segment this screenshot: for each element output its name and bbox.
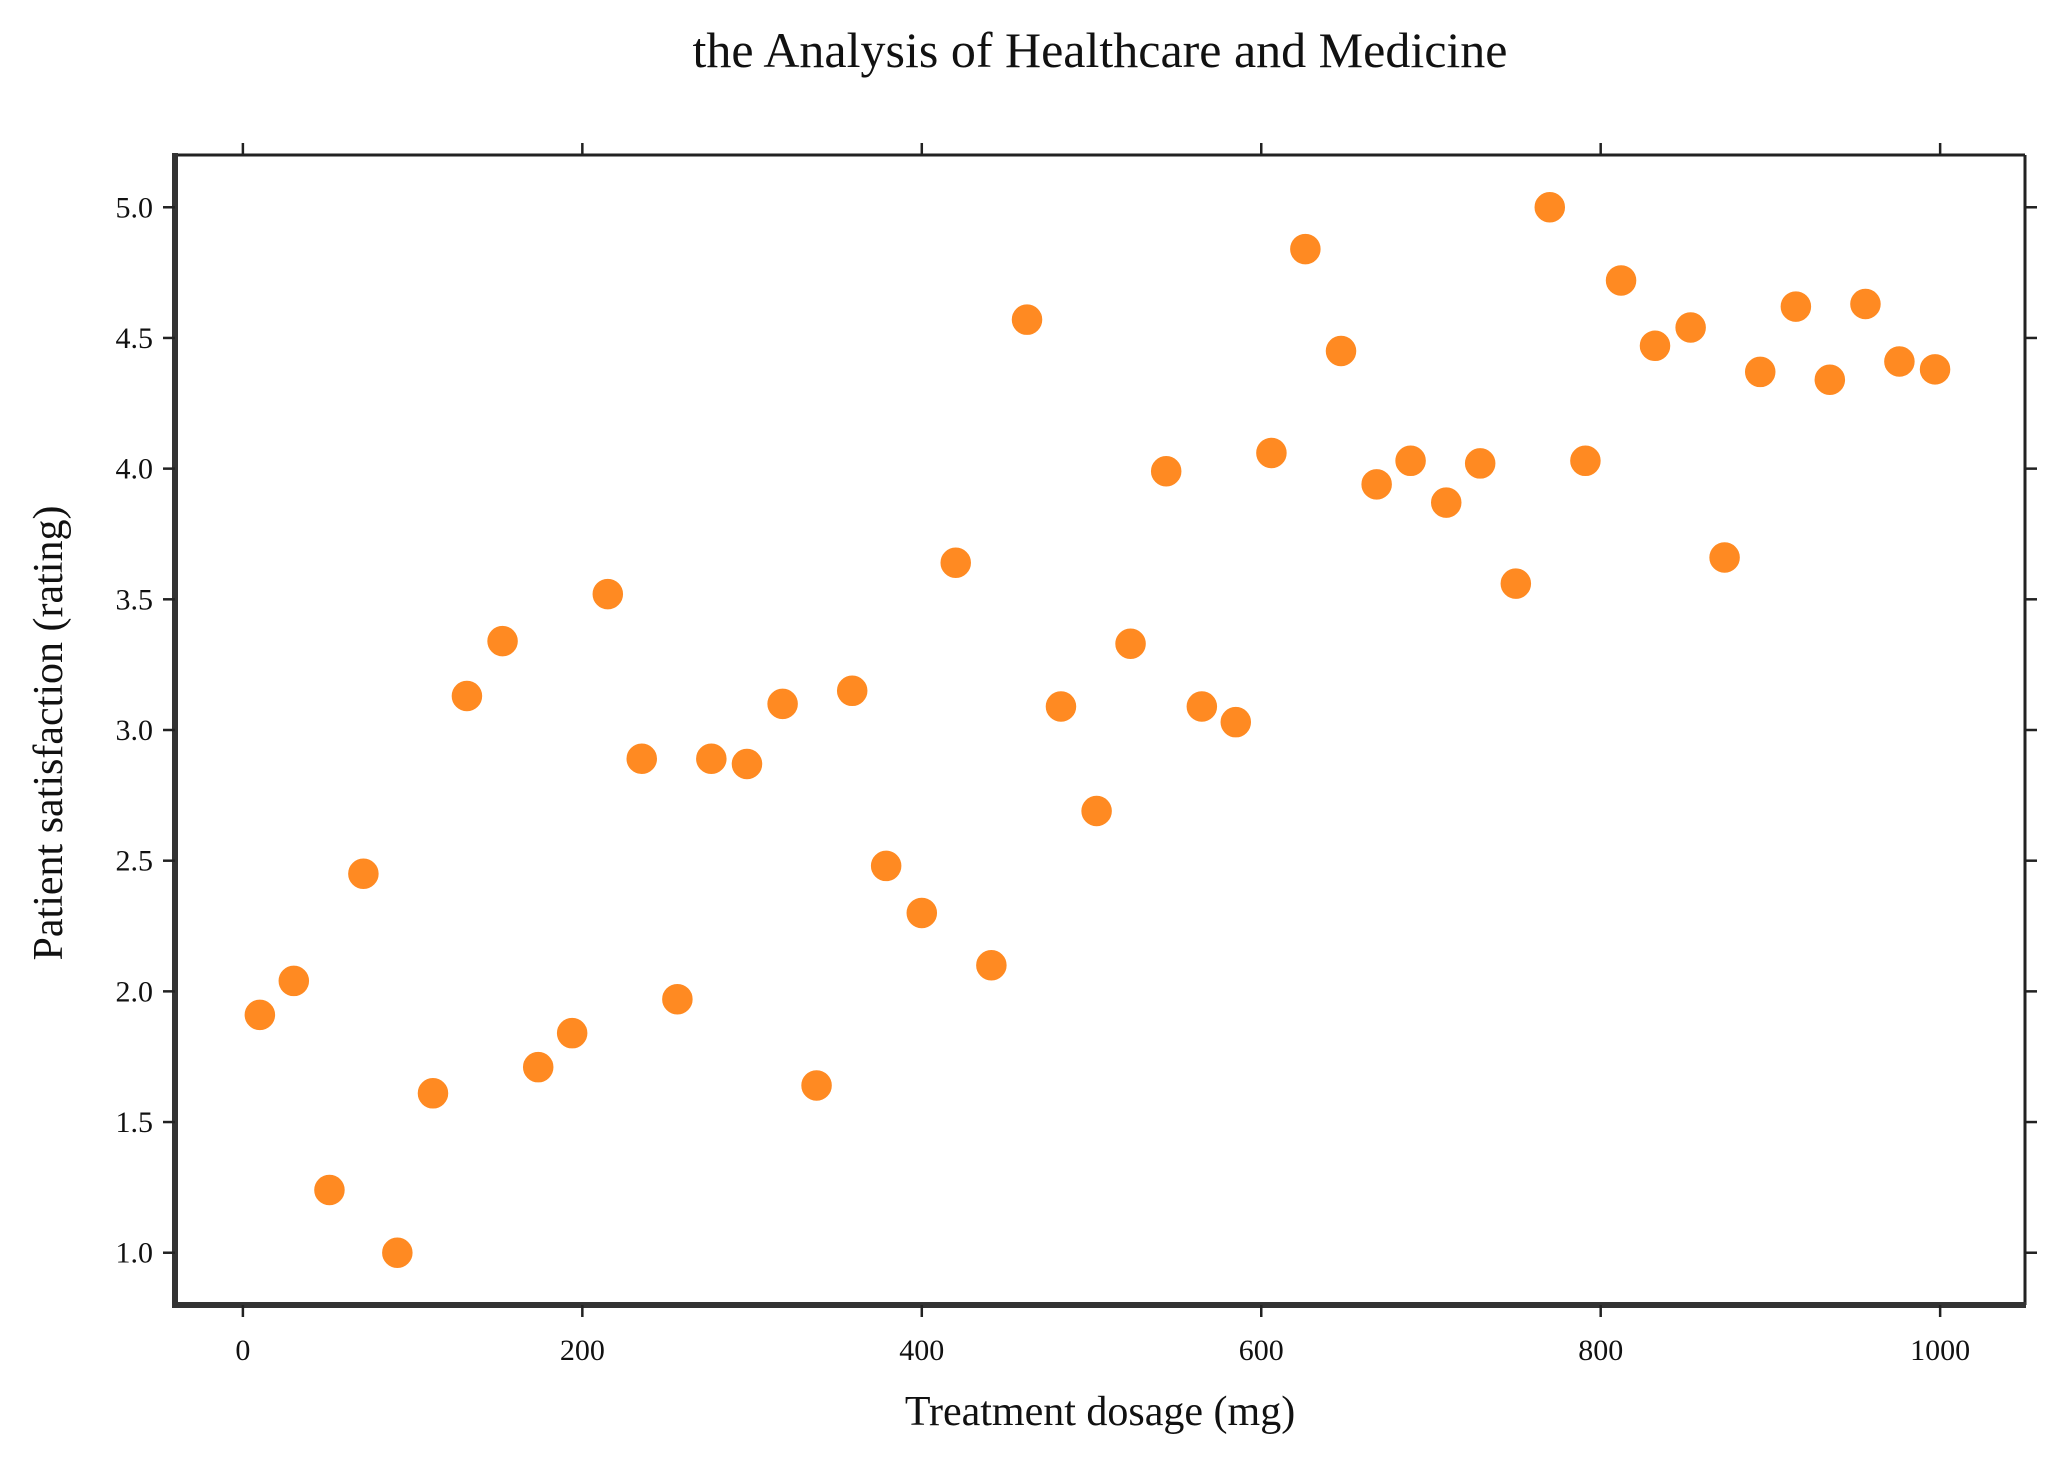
- scatter-point: [1429, 485, 1463, 520]
- y-tick-label: 1.5: [116, 1106, 154, 1139]
- scatter-point: [1918, 352, 1952, 387]
- y-tick-label: 2.0: [116, 975, 154, 1008]
- scatter-point: [694, 742, 729, 776]
- scatter-point: [1219, 705, 1253, 739]
- scatter-point: [1813, 363, 1847, 397]
- scatter-point: [416, 1076, 450, 1111]
- y-tick-label: 2.5: [116, 845, 154, 878]
- y-tick-label: 1.0: [116, 1237, 154, 1270]
- scatter-point: [1010, 302, 1044, 337]
- scatter-point: [938, 545, 973, 580]
- scatter-point: [1079, 794, 1114, 828]
- y-tick-label: 3.0: [116, 714, 154, 747]
- scatter-point: [660, 982, 695, 1016]
- scatter-point: [591, 577, 625, 611]
- scatter-point: [312, 1173, 347, 1207]
- x-tick-label: 0: [235, 1334, 250, 1367]
- scatter-point: [1288, 232, 1323, 266]
- scatter-point: [521, 1050, 555, 1084]
- x-tick-label: 600: [1239, 1334, 1284, 1367]
- y-tick-label: 4.0: [116, 453, 154, 486]
- y-axis-label: Patient satisfaction (rating): [26, 506, 72, 961]
- scatter-point: [905, 896, 939, 930]
- scatter-point: [799, 1068, 834, 1103]
- scatter-point: [1848, 287, 1883, 321]
- scatter-point: [1324, 334, 1358, 368]
- x-axis-label: Treatment dosage (mg): [905, 1389, 1295, 1435]
- scatter-point: [835, 674, 869, 708]
- scatter-point: [1604, 263, 1638, 298]
- scatter-point: [1254, 436, 1289, 470]
- scatter-point: [974, 948, 1009, 982]
- scatter-point: [1779, 289, 1813, 324]
- scatter-point: [1499, 566, 1533, 601]
- scatter-point: [485, 624, 520, 658]
- x-tick-label: 800: [1578, 1334, 1623, 1367]
- scatter-point: [1185, 689, 1219, 724]
- scatter-point: [555, 1016, 589, 1050]
- scatter-point: [1149, 454, 1183, 488]
- scatter-point: [1463, 446, 1497, 481]
- chart-title: the Analysis of Healthcare and Medicine: [693, 22, 1508, 78]
- scatter-point: [1707, 540, 1742, 575]
- scatter-point: [1568, 444, 1603, 478]
- scatter-point: [1743, 355, 1777, 389]
- scatter-point: [1533, 190, 1567, 225]
- scatter-point: [450, 679, 484, 713]
- scatter-point: [277, 964, 311, 998]
- scatter-point: [730, 747, 764, 781]
- x-tick-label: 1000: [1910, 1334, 1970, 1367]
- x-tick-label: 200: [560, 1334, 605, 1367]
- scatter-point: [1393, 444, 1428, 478]
- y-tick-label: 3.5: [116, 583, 154, 616]
- scatter-point: [346, 857, 381, 891]
- scatter-point: [765, 687, 800, 721]
- plot-area: 0 200 400 600 800 1000 1.0 1.5 2.0 2.5 3.0 3.5 4.0 4.…: [116, 143, 2037, 1367]
- scatter-point: [1638, 329, 1672, 363]
- scatter-point: [1359, 467, 1394, 502]
- scatter-point: [243, 998, 277, 1032]
- scatter-point: [1113, 627, 1148, 661]
- scatter-point: [1044, 689, 1078, 724]
- scatter-point: [1673, 310, 1708, 345]
- scatter-point: [380, 1235, 415, 1270]
- scatter-point: [624, 742, 659, 776]
- scatter-point: [1882, 344, 1917, 379]
- x-tick-label: 400: [899, 1334, 944, 1367]
- y-tick-label: 4.5: [116, 322, 154, 355]
- scatter-point: [869, 849, 903, 883]
- y-tick-label: 5.0: [116, 191, 154, 224]
